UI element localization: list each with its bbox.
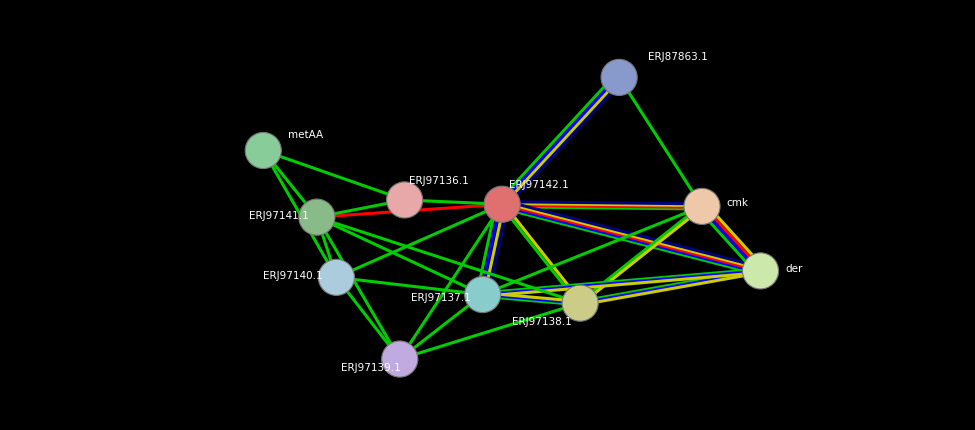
Ellipse shape <box>484 186 521 222</box>
Text: ERJ97141.1: ERJ97141.1 <box>249 211 308 221</box>
Ellipse shape <box>562 285 599 321</box>
Text: ERJ97138.1: ERJ97138.1 <box>512 317 571 327</box>
Ellipse shape <box>298 199 335 235</box>
Ellipse shape <box>601 59 638 95</box>
Text: cmk: cmk <box>726 198 749 208</box>
Ellipse shape <box>245 132 282 169</box>
Ellipse shape <box>318 259 355 295</box>
Ellipse shape <box>386 182 423 218</box>
Text: ERJ97136.1: ERJ97136.1 <box>410 176 469 186</box>
Ellipse shape <box>742 253 779 289</box>
Text: ERJ97139.1: ERJ97139.1 <box>341 363 401 373</box>
Ellipse shape <box>683 188 721 224</box>
Ellipse shape <box>464 276 501 313</box>
Text: metAA: metAA <box>288 130 323 140</box>
Text: der: der <box>785 264 802 274</box>
Text: ERJ97140.1: ERJ97140.1 <box>263 271 323 282</box>
Ellipse shape <box>381 341 418 377</box>
Text: ERJ97142.1: ERJ97142.1 <box>509 180 568 190</box>
Text: ERJ97137.1: ERJ97137.1 <box>411 293 471 303</box>
Text: ERJ87863.1: ERJ87863.1 <box>648 52 708 62</box>
